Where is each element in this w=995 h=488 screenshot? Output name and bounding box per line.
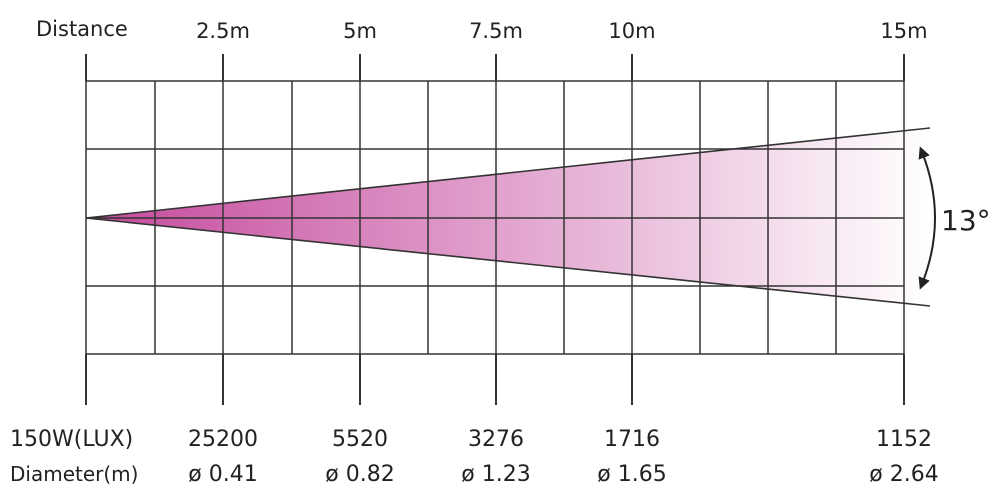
lux-value: 25200: [188, 427, 258, 452]
beam-lower-edge: [85, 217, 931, 307]
beam-angle-arrow: [918, 146, 936, 290]
distance-grid: [85, 54, 905, 405]
distance-mark-label: 7.5m: [469, 19, 523, 43]
diameter-value: ø 1.65: [597, 462, 666, 487]
diameter-value: ø 2.64: [869, 462, 938, 487]
distance-mark-label: 2.5m: [196, 19, 250, 43]
diameter-value: ø 0.82: [325, 462, 394, 487]
diameter-value: ø 0.41: [188, 462, 257, 487]
distance-mark-label: 10m: [608, 19, 655, 43]
lux-value: 1716: [604, 427, 660, 452]
beam-angle-label: 13°: [941, 204, 991, 237]
lux-value: 5520: [332, 427, 388, 452]
lux-value: 1152: [876, 427, 932, 452]
lux-row-label: 150W(LUX): [10, 427, 133, 452]
diameter-row-label: Diameter(m): [10, 462, 138, 486]
distance-mark-label: 15m: [880, 19, 927, 43]
beam-upper-edge: [85, 127, 931, 219]
diameter-value: ø 1.23: [461, 462, 530, 487]
distance-mark-label: 5m: [343, 19, 377, 43]
light-beam-cone: [86, 128, 930, 306]
distance-label: Distance: [36, 17, 128, 41]
lux-value: 3276: [468, 427, 524, 452]
